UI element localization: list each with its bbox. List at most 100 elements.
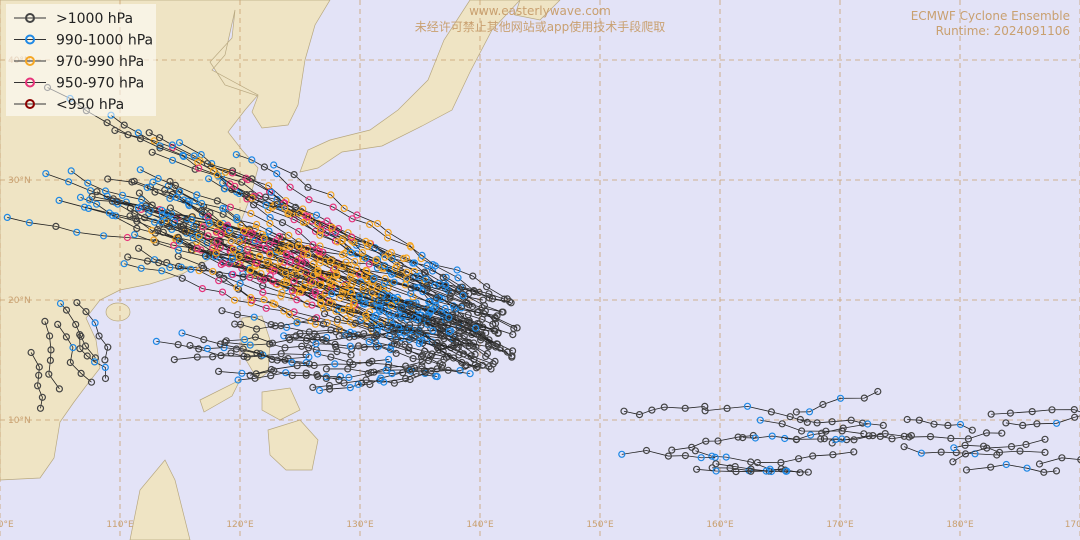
- track-point: [423, 282, 431, 290]
- track-point: [385, 250, 393, 258]
- track-point: [362, 311, 370, 319]
- track-point: [995, 448, 1004, 456]
- track-point: [455, 285, 463, 293]
- track-point: [174, 233, 182, 241]
- track-point: [433, 373, 441, 381]
- track-point: [99, 232, 108, 240]
- track-point: [304, 251, 312, 259]
- track-point: [311, 227, 320, 235]
- track-point: [154, 174, 162, 183]
- track-point: [268, 339, 277, 347]
- track-point: [402, 375, 410, 383]
- track-point: [385, 355, 393, 363]
- track-point: [471, 361, 479, 369]
- track-point: [42, 170, 50, 178]
- track-point: [137, 264, 145, 272]
- track-point: [475, 288, 483, 296]
- track-point: [266, 340, 274, 348]
- track-point: [366, 380, 374, 389]
- track-point: [819, 400, 827, 409]
- track-point: [421, 314, 429, 322]
- track-point: [73, 299, 81, 307]
- track-point: [681, 452, 690, 460]
- track-point: [163, 259, 171, 267]
- track-point: [1071, 413, 1079, 421]
- lat-label: 30°N: [8, 176, 31, 186]
- track-point: [864, 420, 872, 428]
- track-point: [260, 296, 268, 304]
- track-point: [456, 312, 465, 320]
- track-point: [412, 370, 420, 378]
- track-point: [136, 135, 145, 143]
- track-point: [296, 288, 304, 296]
- track-point: [280, 199, 289, 207]
- track-point: [177, 222, 185, 230]
- track-point: [305, 196, 313, 204]
- track-point: [344, 365, 352, 373]
- track-point: [156, 134, 164, 142]
- track-point: [242, 191, 251, 199]
- track-point: [263, 258, 271, 266]
- track-point: [381, 262, 389, 270]
- track-point: [135, 244, 143, 252]
- track-point: [247, 209, 255, 218]
- track-point: [374, 219, 382, 228]
- track-point: [756, 416, 764, 424]
- track-point: [839, 424, 847, 432]
- track-point: [272, 237, 280, 245]
- track-point: [219, 204, 227, 212]
- track: [295, 335, 397, 354]
- track-point: [123, 233, 132, 242]
- track-point: [267, 188, 275, 196]
- track-point: [348, 215, 356, 223]
- track-point: [241, 336, 249, 344]
- track-point: [387, 302, 395, 310]
- track-point: [135, 189, 143, 197]
- track-point: [155, 259, 163, 267]
- legend-marker: [25, 13, 35, 23]
- track-point: [1006, 409, 1015, 417]
- track-point: [198, 199, 206, 208]
- track-point: [347, 248, 355, 256]
- lon-label: 140°E: [466, 520, 494, 530]
- track-point: [444, 366, 452, 374]
- track-point: [47, 346, 55, 354]
- track-point: [193, 245, 201, 253]
- track-point: [987, 410, 995, 418]
- track: [58, 200, 490, 368]
- track-point: [325, 381, 334, 390]
- track: [760, 419, 864, 435]
- track-point: [473, 320, 481, 328]
- track-point: [817, 435, 825, 443]
- track-point: [309, 383, 317, 391]
- track-point: [175, 139, 184, 147]
- track-point: [103, 119, 111, 127]
- track-point: [447, 289, 455, 297]
- track-point: [174, 341, 182, 349]
- track-point: [176, 188, 184, 196]
- track-point: [81, 342, 90, 350]
- track-point: [293, 319, 301, 327]
- track-point: [915, 416, 923, 424]
- track-point: [1035, 460, 1044, 468]
- track-point: [345, 373, 353, 382]
- track-point: [370, 274, 378, 283]
- track-point: [375, 296, 383, 304]
- track-point: [438, 329, 446, 337]
- track-point: [216, 239, 224, 247]
- track-point: [277, 292, 285, 300]
- track-point: [701, 402, 709, 410]
- track-point: [508, 353, 516, 361]
- track-point: [828, 418, 836, 426]
- track-point: [190, 152, 198, 160]
- track-point: [1048, 406, 1056, 414]
- track-point: [298, 259, 306, 267]
- track-point: [158, 211, 166, 219]
- track-point: [288, 371, 296, 380]
- legend-label: >1000 hPa: [56, 11, 133, 27]
- track-point: [346, 273, 354, 281]
- track-point: [151, 218, 159, 226]
- track-point: [101, 374, 110, 383]
- track-point: [232, 345, 241, 353]
- track-point: [387, 316, 395, 324]
